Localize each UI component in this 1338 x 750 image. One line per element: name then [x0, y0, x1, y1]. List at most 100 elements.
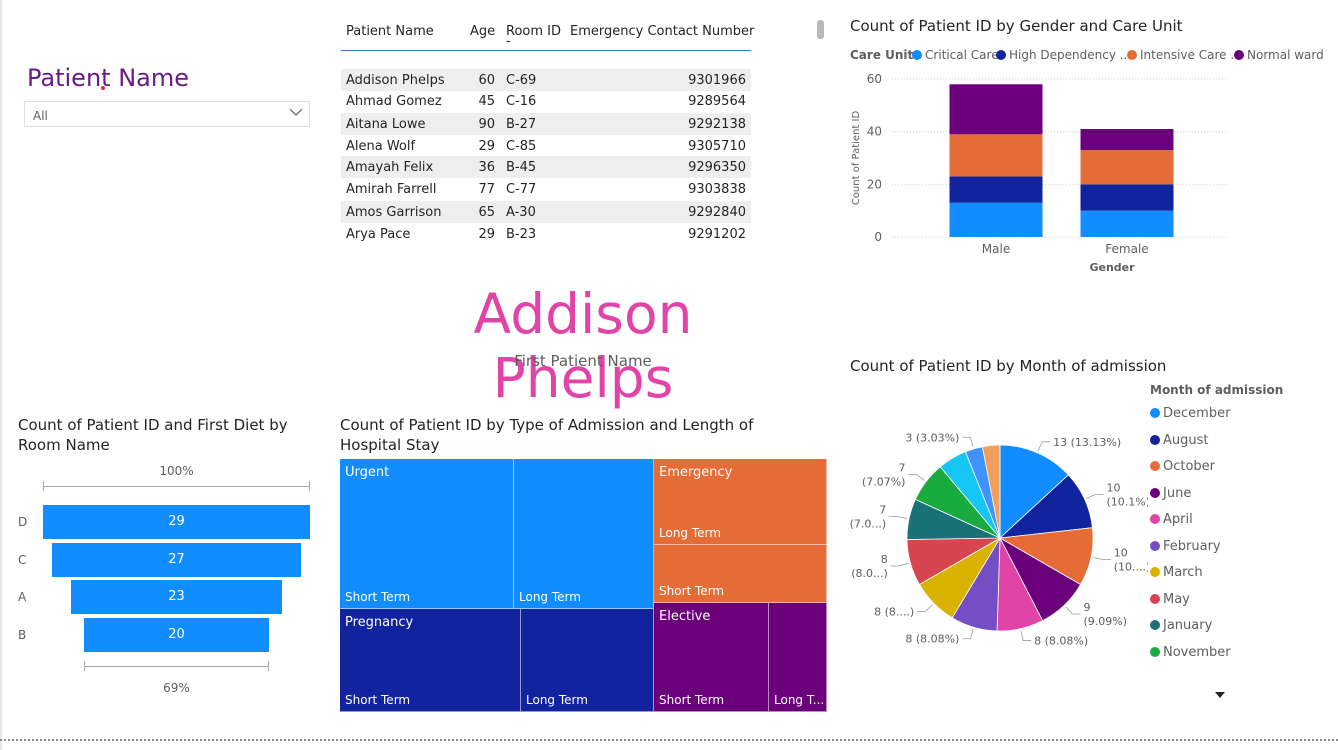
month-pie-chart[interactable]: 13 (13.13%) 10 (10.1%) 10 (10....) 9 (9.09%) 8 … — [842, 420, 1148, 670]
legend-item-december[interactable]: December — [1150, 406, 1230, 421]
pie-data-label: 8 (8.08%) — [1034, 634, 1088, 647]
treemap-elective-long-term[interactable]: Long T... — [769, 603, 827, 712]
treemap-urgent-long-term[interactable]: Long Term — [514, 459, 654, 609]
col-header-room-id[interactable]: Room ID — [506, 24, 561, 39]
legend-marker — [1150, 434, 1160, 445]
cell-contact-number: 9289564 — [688, 94, 746, 109]
bar-segment-male-0[interactable] — [949, 202, 1043, 237]
table-scrollbar[interactable] — [817, 20, 824, 39]
legend-item-march[interactable]: March — [1150, 565, 1203, 580]
legend-item-april[interactable]: April — [1150, 512, 1193, 527]
table-row[interactable]: Aitana Lowe 90 B-27 9292138 — [341, 113, 751, 135]
legend-item-january[interactable]: January — [1150, 618, 1212, 633]
pie-slice-december[interactable] — [999, 444, 1069, 539]
bar-segment-female-2[interactable] — [1080, 150, 1174, 185]
y-tick-label: 0 — [874, 230, 882, 244]
cell-age: 77 — [478, 182, 495, 197]
pie-data-label: 7 (7.07%) — [862, 461, 906, 488]
treemap-sub-label: Long Term — [519, 590, 581, 604]
table-row[interactable]: Amirah Farrell 77 C-77 9303838 — [341, 178, 751, 200]
pie-data-label: 10 (10....) — [1114, 547, 1148, 574]
legend-item-june[interactable]: June — [1150, 486, 1191, 501]
cell-age: 36 — [478, 160, 495, 175]
treemap-pregnancy-short-term[interactable]: Pregnancy Short Term — [340, 609, 521, 712]
table-row[interactable]: - — [341, 30, 751, 52]
legend-item-intensive-care[interactable]: Intensive Care ... — [1127, 48, 1242, 62]
bar-segment-male-2[interactable] — [949, 134, 1043, 177]
cell-room-id: A-30 — [506, 205, 536, 220]
legend-marker — [1150, 461, 1160, 471]
funnel-bar-d[interactable]: 29 — [43, 505, 310, 539]
chevron-down-icon[interactable] — [289, 104, 303, 120]
cell-age: 29 — [478, 227, 495, 242]
treemap-sub-label: Short Term — [659, 584, 725, 598]
legend-label: April — [1163, 512, 1193, 527]
gender-care-unit-chart[interactable]: 0 20 40 60 Count of Patient ID Male Female Gend… — [840, 66, 1330, 280]
pie-leader-line — [962, 629, 974, 640]
legend-item-normal-ward[interactable]: Normal ward — [1234, 48, 1324, 62]
card-label: First Patient Name — [514, 352, 652, 370]
treemap-title: Count of Patient ID by Type of Admission… — [340, 415, 800, 455]
treemap-urgent-short-term[interactable]: Urgent Short Term — [340, 459, 514, 609]
treemap-title-line2: Hospital Stay — [340, 436, 440, 454]
table-row[interactable]: Ahmad Gomez 45 C-16 9289564 — [341, 90, 751, 112]
legend-marker — [1150, 620, 1160, 630]
col-header-patient-name[interactable]: Patient Name — [346, 24, 434, 39]
funnel-bar-a[interactable]: 23 — [70, 580, 283, 614]
col-header-emergency-contact[interactable]: Emergency Contact Number — [570, 24, 755, 39]
legend-item-may[interactable]: May — [1150, 592, 1190, 607]
pie-data-label: 9 (9.09%) — [1083, 601, 1127, 628]
dropdown-value: All — [33, 109, 48, 123]
funnel-bar-b[interactable]: 20 — [84, 618, 269, 652]
legend-marker — [1150, 567, 1160, 577]
cell-patient-name: Arya Pace — [346, 227, 411, 242]
treemap-sub-label: Short Term — [659, 693, 725, 707]
legend-item-high-dependency[interactable]: High Dependency ... — [996, 48, 1131, 62]
pie-leader-line — [962, 436, 974, 447]
patient-table[interactable]: Patient Name Age Room ID Emergency Conta… — [341, 20, 755, 250]
pie-slice-other-12[interactable] — [981, 444, 1001, 539]
cell-contact-number: 9292840 — [688, 205, 746, 220]
page-left-border — [0, 0, 2, 750]
pie-leader-line — [889, 516, 908, 519]
legend-scroll-down-icon[interactable] — [1214, 684, 1226, 703]
funnel-category-label: C — [18, 553, 27, 567]
legend-item-february[interactable]: February — [1150, 539, 1221, 554]
pie-leader-line — [1086, 493, 1104, 499]
cell-patient-name: Addison Phelps — [346, 73, 445, 88]
funnel-bar-c[interactable]: 27 — [52, 543, 301, 577]
treemap-emergency-long-term[interactable]: Emergency Long Term — [654, 459, 827, 545]
treemap-pregnancy-long-term[interactable]: Long Term — [521, 609, 654, 712]
bar-segment-male-3[interactable] — [949, 84, 1043, 135]
treemap-elective-short-term[interactable]: Elective Short Term — [654, 603, 769, 712]
funnel-bracket — [43, 481, 310, 491]
page-bottom-border — [0, 739, 1338, 741]
slicer-title: Patient Name — [27, 64, 189, 92]
table-row[interactable]: Alena Wolf 29 C-85 9305710 — [341, 135, 751, 157]
bar-segment-female-0[interactable] — [1080, 210, 1174, 237]
pie-data-label: 7 (7.0...) — [850, 503, 887, 530]
legend-item-november[interactable]: November — [1150, 645, 1231, 660]
x-tick-label: Male — [982, 242, 1010, 256]
table-row[interactable]: Amayah Felix 36 B-45 9296350 — [341, 156, 751, 178]
legend-item-october[interactable]: October — [1150, 459, 1215, 474]
pie-data-label: 13 (13.13%) — [1053, 436, 1121, 449]
legend-item-critical-care[interactable]: Critical Care — [912, 48, 999, 62]
table-row[interactable]: Addison Phelps 60 C-69 9301966 — [341, 69, 751, 91]
table-row[interactable]: Amos Garrison 65 A-30 9292840 — [341, 201, 751, 223]
pie-leader-line — [917, 604, 933, 613]
bar-segment-female-1[interactable] — [1080, 184, 1174, 211]
patient-name-dropdown[interactable]: All — [24, 101, 310, 127]
cell-room-id: C-77 — [506, 182, 537, 197]
col-header-age[interactable]: Age — [470, 24, 496, 39]
admission-treemap[interactable]: Urgent Short Term Long Term Pregnancy Sh… — [340, 459, 827, 712]
table-row[interactable]: Arya Pace 29 B-23 9291202 — [341, 223, 751, 245]
treemap-emergency-short-term[interactable]: Short Term — [654, 545, 827, 603]
x-axis-title: Gender — [1089, 261, 1135, 274]
bar-segment-female-3[interactable] — [1080, 129, 1174, 151]
bar-segment-male-1[interactable] — [949, 176, 1043, 203]
pie-data-label: 10 (10.1%) — [1107, 481, 1148, 508]
treemap-sub-label: Long Term — [659, 526, 721, 540]
legend-item-august[interactable]: August — [1150, 433, 1209, 448]
legend-label: November — [1163, 644, 1231, 660]
